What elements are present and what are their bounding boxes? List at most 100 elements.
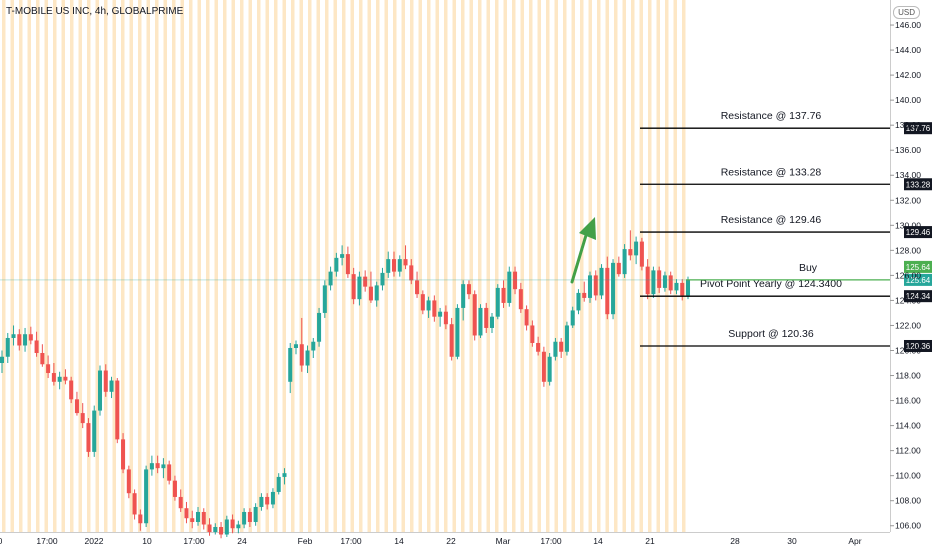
session-stripe <box>155 0 159 532</box>
session-stripe <box>180 0 184 532</box>
time-tick-label: 2022 <box>85 536 104 546</box>
level-price-tag <box>904 290 932 303</box>
session-stripe <box>580 0 584 532</box>
candle <box>97 370 103 411</box>
time-tick-label: 17:00 <box>540 536 562 546</box>
candle <box>5 337 10 357</box>
candle <box>553 341 558 357</box>
candle <box>74 399 79 414</box>
session-stripe <box>673 0 677 532</box>
session-stripe <box>10 0 14 532</box>
session-stripe <box>172 0 176 532</box>
session-stripe <box>44 0 48 532</box>
price-tick-label: 114.00 <box>895 421 921 431</box>
session-stripe <box>53 0 57 532</box>
candle <box>17 334 22 346</box>
candle <box>685 280 691 296</box>
price-tick-label: 106.00 <box>895 521 921 531</box>
candle <box>299 344 304 366</box>
candle <box>23 334 28 346</box>
candle <box>634 241 639 256</box>
candle <box>605 267 610 315</box>
candle <box>524 309 529 326</box>
time-tick-label: 28 <box>730 536 740 546</box>
session-stripe <box>197 0 201 532</box>
session-stripe <box>316 0 320 532</box>
level-label: Support @ 120.36 <box>728 328 814 340</box>
time-tick-label: 22 <box>446 536 456 546</box>
candle <box>461 284 466 308</box>
session-stripe <box>495 0 499 532</box>
candle <box>645 266 650 295</box>
candle <box>576 292 581 311</box>
chart-title: T-MOBILE US INC, 4h, GLOBALPRIME <box>6 6 184 17</box>
candle <box>80 413 85 424</box>
currency-badge[interactable]: USD <box>893 6 920 19</box>
candle <box>530 325 535 343</box>
candle <box>438 311 443 317</box>
candle <box>680 282 685 296</box>
candle <box>46 364 51 374</box>
level-label: Resistance @ 137.76 <box>721 110 822 122</box>
session-stripe <box>129 0 133 532</box>
session-stripe <box>70 0 74 532</box>
candle <box>489 316 495 328</box>
candle <box>115 380 120 440</box>
candle <box>144 469 149 524</box>
session-stripe <box>87 0 91 532</box>
buy-price-tag <box>904 260 932 273</box>
session-stripe <box>537 0 541 532</box>
price-tick-label: 128.00 <box>895 245 921 255</box>
candle <box>559 341 564 352</box>
candle <box>426 300 431 311</box>
session-stripe <box>597 0 601 532</box>
candle <box>167 464 172 481</box>
session-stripe <box>665 0 669 532</box>
session-stripe <box>444 0 448 532</box>
session-stripe <box>163 0 167 532</box>
candle <box>293 344 299 348</box>
candle <box>69 380 74 400</box>
session-stripe <box>61 0 65 532</box>
candle <box>57 376 62 382</box>
candle <box>305 350 310 366</box>
price-tick-label: 140.00 <box>895 95 921 105</box>
price-tick-label: 142.00 <box>895 70 921 80</box>
price-tick-label: 112.00 <box>895 446 921 456</box>
session-stripe <box>486 0 490 532</box>
candle <box>109 380 114 392</box>
level-label: Resistance @ 133.28 <box>721 166 822 178</box>
candle <box>219 526 224 535</box>
session-stripe <box>325 0 329 532</box>
session-stripe <box>231 0 235 532</box>
candle <box>92 410 97 452</box>
session-stripe <box>308 0 312 532</box>
price-tick-label: 138.00 <box>895 120 921 130</box>
level-price-tag <box>904 226 932 239</box>
candle <box>380 272 385 286</box>
level-price-tag-text: 124.34 <box>906 292 931 301</box>
time-axis[interactable]: 0 17:00 2022 10 17:00 24 Feb 17:00 14 22 Mar 17:00 1… <box>0 536 862 546</box>
candle <box>282 473 287 477</box>
candle <box>570 310 575 326</box>
price-tick-label: 136.00 <box>895 145 921 155</box>
level-label: Pivot Point Yearly @ 124.3400 <box>700 278 842 290</box>
candle <box>51 373 56 382</box>
session-stripe <box>257 0 261 532</box>
price-tick-label: 126.00 <box>895 270 921 280</box>
candle <box>657 270 662 288</box>
candle <box>207 524 212 532</box>
candle <box>230 519 235 529</box>
price-tick-label: 122.00 <box>895 320 921 330</box>
session-stripe <box>563 0 567 532</box>
price-axis[interactable]: 106.00 108.00 110.00 112.00 114.00 116.00 118.… <box>890 20 921 531</box>
candle <box>409 265 414 281</box>
time-tick-label: 17:00 <box>183 536 205 546</box>
candle <box>478 307 483 336</box>
session-stripe <box>554 0 558 532</box>
session-stripe <box>274 0 278 532</box>
session-stripe <box>571 0 575 532</box>
candle <box>161 464 166 469</box>
candle <box>195 511 201 522</box>
